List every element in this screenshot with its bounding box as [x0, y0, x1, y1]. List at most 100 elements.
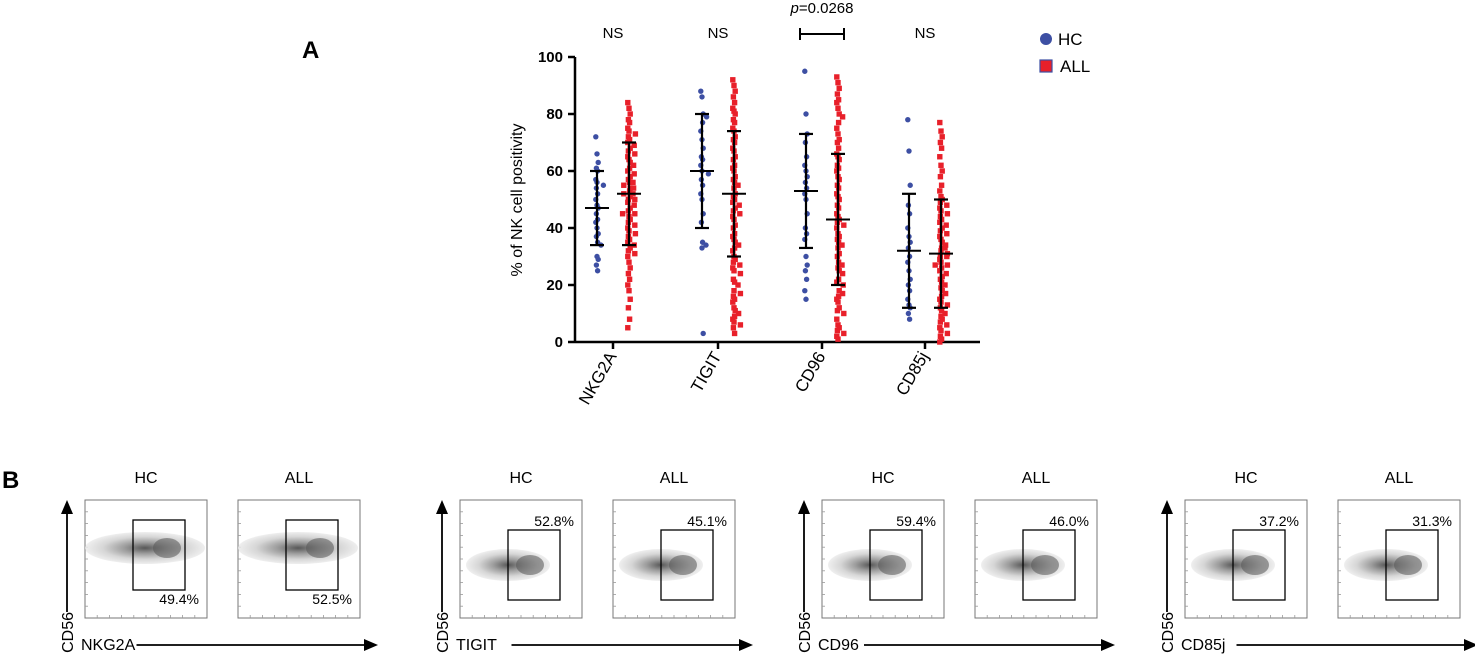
data-points — [593, 68, 951, 345]
data-point-all — [627, 205, 633, 211]
flow-header-hc: HC — [509, 470, 532, 487]
legend: HC ALL — [1039, 30, 1090, 76]
flow-header-hc: HC — [134, 470, 157, 487]
data-point-all — [730, 316, 736, 322]
data-point-all — [939, 134, 945, 140]
data-point-all — [632, 131, 639, 137]
data-point-all — [835, 322, 841, 328]
data-point-all — [938, 313, 944, 320]
panel-a-label: A — [302, 37, 319, 64]
data-point-hc — [595, 159, 601, 166]
cd56-arrowhead — [61, 500, 73, 514]
data-point-all — [841, 330, 847, 337]
data-point-all — [732, 205, 738, 211]
data-point-all — [836, 250, 842, 257]
data-point-all — [836, 156, 842, 163]
data-point-all — [631, 142, 637, 149]
data-point-all — [937, 296, 943, 302]
data-point-all — [937, 219, 943, 225]
data-point-all — [730, 265, 736, 271]
data-point-all — [730, 276, 737, 282]
x-arrowhead — [1101, 639, 1115, 651]
data-point-all — [835, 293, 842, 300]
data-point-all — [625, 168, 631, 174]
data-point-all — [625, 239, 631, 245]
data-point-hc — [703, 242, 709, 248]
data-point-all — [731, 119, 738, 126]
data-point-all — [839, 114, 846, 120]
data-point-all — [835, 79, 841, 86]
density-core — [669, 555, 697, 575]
data-point-all — [938, 327, 944, 334]
flow-group-tigit: HC ALL CD56 TIGIT 52.8% 45.1% — [435, 470, 753, 654]
data-point-all — [730, 145, 736, 151]
x-marker-label: CD96 — [818, 637, 859, 654]
density-core — [1031, 555, 1059, 575]
data-point-hc — [803, 276, 810, 282]
data-point-all — [627, 174, 633, 180]
data-point-all — [626, 316, 633, 322]
data-point-all — [626, 288, 632, 294]
density-core — [1394, 555, 1422, 575]
data-point-all — [937, 325, 943, 331]
data-point-all — [834, 307, 841, 314]
flow-group-cd96: HC ALL CD56 CD96 59.4% 46.0% — [797, 470, 1115, 654]
data-point-all — [944, 253, 950, 260]
flow-header-all: ALL — [1022, 470, 1051, 487]
data-point-all — [937, 333, 944, 339]
data-point-all — [737, 290, 744, 297]
data-point-all — [626, 119, 633, 126]
ns-label: NS — [603, 25, 624, 42]
flow-header-hc: HC — [871, 470, 894, 487]
data-point-all — [730, 94, 737, 100]
data-point-all — [835, 299, 841, 305]
data-point-all — [627, 245, 633, 251]
data-point-all — [944, 211, 951, 217]
gate — [660, 529, 714, 601]
flow-plot-hc: 52.8% — [459, 499, 583, 619]
error-bars — [585, 112, 953, 309]
significance-annotations: NS NS p=0.0268 NS — [603, 0, 936, 42]
data-point-all — [732, 88, 738, 94]
x-tick-label: NKG2A — [575, 348, 621, 408]
data-point-hc — [803, 111, 809, 117]
legend-label-all: ALL — [1060, 57, 1090, 76]
data-point-all — [625, 325, 631, 331]
x-axis: NKG2A TIGIT CD96 CD85j — [575, 340, 980, 408]
density-contour — [85, 532, 205, 564]
data-point-all — [835, 336, 841, 342]
data-point-all — [735, 310, 742, 317]
data-point-all — [731, 319, 737, 325]
data-point-all — [932, 262, 938, 268]
data-point-all — [944, 322, 950, 328]
cd56-axis-label: CD56 — [435, 612, 452, 653]
data-point-all — [735, 182, 741, 188]
data-point-hc — [698, 88, 704, 94]
data-point-all — [836, 85, 842, 92]
data-point-all — [839, 290, 846, 297]
cd56-axis-label: CD56 — [797, 612, 814, 653]
data-point-all — [732, 154, 738, 160]
data-point-all — [737, 211, 743, 217]
gate-percentage: 45.1% — [687, 513, 727, 529]
data-point-all — [732, 307, 738, 314]
data-point-all — [732, 239, 738, 245]
data-point-all — [632, 231, 639, 237]
data-point-all — [627, 265, 633, 271]
data-point-hc — [594, 268, 601, 274]
data-point-all — [839, 270, 846, 277]
data-point-all — [625, 270, 632, 277]
x-marker-label: NKG2A — [81, 637, 136, 654]
data-point-all — [737, 270, 744, 277]
data-point-hc — [804, 262, 810, 268]
data-point-all — [632, 151, 638, 157]
data-point-hc — [802, 68, 808, 74]
flow-header-hc: HC — [1234, 470, 1257, 487]
flow-header-all: ALL — [285, 470, 314, 487]
data-point-all — [730, 117, 737, 123]
y-axis-label: % of NK cell positivity — [509, 124, 526, 277]
data-point-all — [625, 134, 632, 140]
data-point-all — [630, 162, 637, 168]
